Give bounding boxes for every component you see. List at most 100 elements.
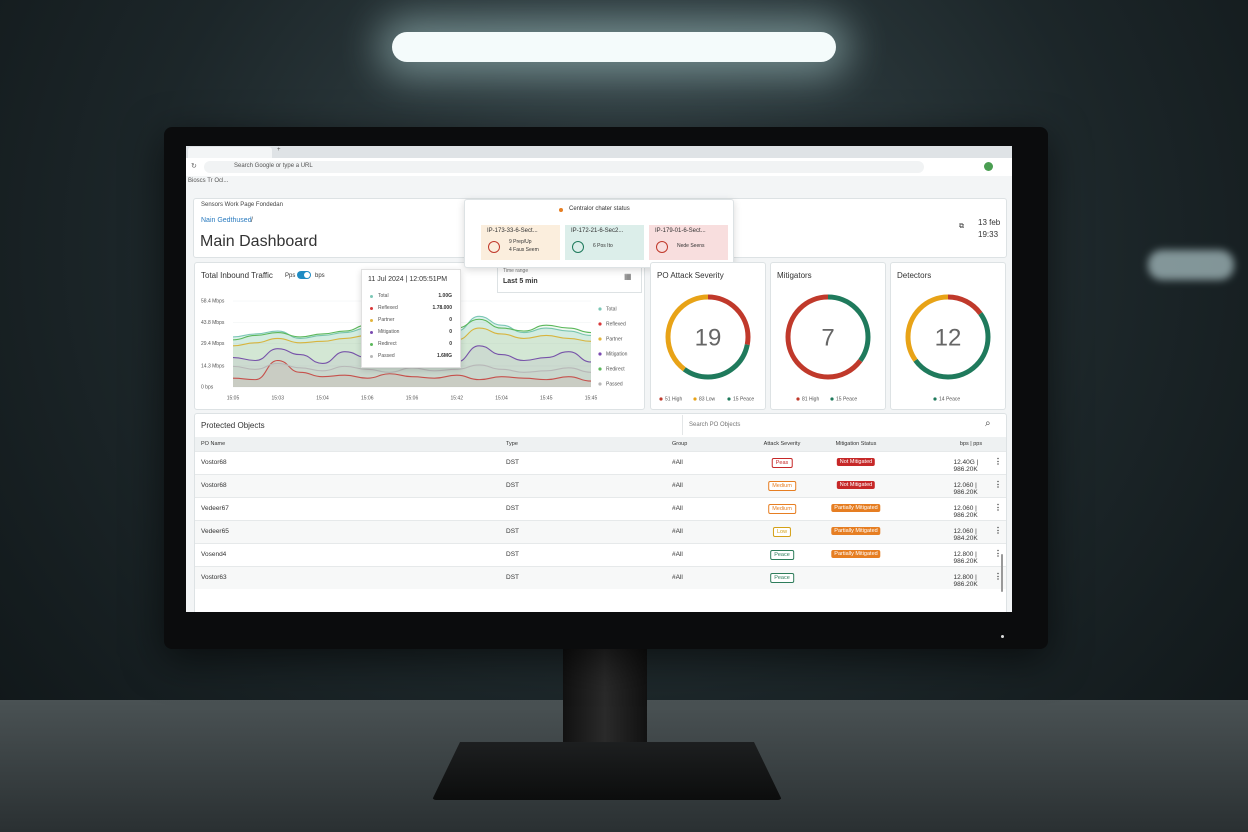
breadcrumb-top: Sensors Work Page Fondedan [201,202,283,208]
new-tab[interactable]: + [277,147,281,153]
cell: DST [506,551,519,558]
legend-marker [598,322,602,326]
table-row[interactable]: Vedeer65 DST #All Low Partially Mitigated 12.… [195,520,1006,543]
table-body: Vostor68 DST #All Peas Not Mitigated 12.40G |… [195,451,1006,612]
gauge-arc [665,294,751,380]
gauge: 19 51 High 83 Low 15 Peace [659,294,754,402]
x-tick-label: 15:42 [450,395,463,401]
legend-label: Total [606,306,617,312]
search-placeholder: Search PO Objects [689,422,741,428]
legend-dot [659,397,663,401]
scrollbar[interactable] [1001,554,1003,592]
breadcrumb[interactable]: Nain Gedthused [201,217,252,224]
y-tick-label: 14.3 Mbps [201,363,225,369]
gauge-title: Mitigators [777,271,812,280]
omnibox[interactable]: Search Google or type a URL [204,161,924,173]
cell: Vostor68 [201,459,227,466]
unit-toggle[interactable] [297,271,311,279]
table-row[interactable]: Vostor68 DST #All Medium Not Mitigated 12.060… [195,474,1006,497]
x-tick-label: 15:04 [495,395,508,401]
node-name: IP-179-01-6-Sect... [655,228,706,234]
row-menu[interactable]: ⋮ [994,457,1002,466]
legend-label: 15 Peace [733,396,754,402]
legend-dot [796,397,800,401]
legend-label: 83 Low [699,396,716,402]
tooltip-value: 0 [449,329,452,335]
node-ring [656,241,668,253]
legend-dot [727,397,731,401]
column-header: PO Name [201,441,226,447]
cell: #All [672,459,683,466]
power-led [1001,635,1004,638]
x-tick-label: 15:45 [540,395,553,401]
row-menu[interactable]: ⋮ [994,572,1002,581]
y-tick-label: 43.8 Mbps [201,320,225,326]
legend-dot [933,397,937,401]
legend-dot [830,397,834,401]
traffic-title: Total Inbound Traffic [201,271,273,280]
legend-label: 51 High [665,396,682,402]
legend-label: Redirect [606,366,625,372]
x-tick-label: 15:03 [271,395,284,401]
bookmark[interactable]: Bioscs Tr Ocl... [188,178,229,184]
table-row[interactable]: Vedeer67 DST #All Medium Partially Mitigated… [195,497,1006,520]
screen: + ↻ Search Google or type a URL Bioscs T… [186,146,1012,612]
monitor-base [432,742,782,800]
table-row[interactable]: Vostor68 DST #All Peas Not Mitigated 12.40G |… [195,451,1006,474]
gauge-title: PO Attack Severity [657,271,724,280]
node-ring [488,241,500,253]
tooltip-marker [370,355,373,358]
legend-marker [598,382,602,386]
tab[interactable] [188,147,272,158]
time-range[interactable]: Time range Last 5 min ▦ [497,265,642,293]
table-row[interactable]: Vosend4 DST #All Peace Partially Mitigated 12… [195,543,1006,566]
legend-label: 14 Peace [939,396,960,402]
cluster-node: IP-172-21-6-Sec2... 6 Pos Ito [565,225,644,260]
legend-marker [598,307,602,311]
gauge-value: 7 [821,324,834,351]
cluster-node: IP-173-33-6-Sect... 9 Prep/Up 4 Faus Seem [481,225,560,260]
page-title: Main Dashboard [200,233,318,250]
time-range-label: Time range [503,268,529,274]
row-menu[interactable]: ⋮ [994,503,1002,512]
gauge-value: 12 [935,324,962,351]
search-box[interactable]: Search PO Objects ⌕ [682,415,1006,435]
severity-badge: Medium [768,481,796,491]
y-tick-label: 0 bps [201,384,214,390]
time: 19:33 [978,230,999,239]
cell: Vedeer67 [201,505,229,512]
time-range-value: Last 5 min [503,278,538,285]
table-row[interactable]: Vostor63 DST #All Peace 12.800 | 986.20K ⋮ [195,566,1006,589]
node-status: 4 Faus Seem [509,247,539,253]
toggle-left: Pps [285,273,296,279]
background-light [1148,250,1234,280]
severity-badge: Peace [770,550,794,560]
tooltip-value: 0 [449,341,452,347]
gauge-value: 19 [695,324,722,351]
mitigation-badge: Partially Mitigated [831,527,881,535]
table-title: Protected Objects [201,421,265,430]
legend-label: Reflexed [606,321,626,327]
cell: DST [506,505,519,512]
breadcrumb-separator: / [251,217,253,224]
series-area [233,360,591,387]
row-menu[interactable]: ⋮ [994,480,1002,489]
cell: #All [672,505,683,512]
tooltip-time: 11 Jul 2024 | 12:05:51PM [368,276,448,283]
mitigation-badge: Partially Mitigated [831,550,881,558]
profile[interactable] [984,162,993,171]
legend-label: Mitigation [606,351,628,357]
gauge-arc [785,294,871,380]
cell: 12.060 | 984.20K [953,528,978,542]
node-ring [572,241,584,253]
address-bar: ↻ Search Google or type a URL [186,158,1012,176]
reload[interactable]: ↻ [191,163,197,170]
legend-marker [598,337,602,341]
row-menu[interactable]: ⋮ [994,549,1002,558]
table-card: Protected Objects Search PO Objects ⌕ PO… [194,413,1007,612]
row-menu[interactable]: ⋮ [994,526,1002,535]
tooltip-label: Passed [378,353,395,359]
gauge: 7 81 High 15 Peace [785,294,871,402]
tooltip-marker [370,343,373,346]
date: 13 feb [978,218,1001,227]
